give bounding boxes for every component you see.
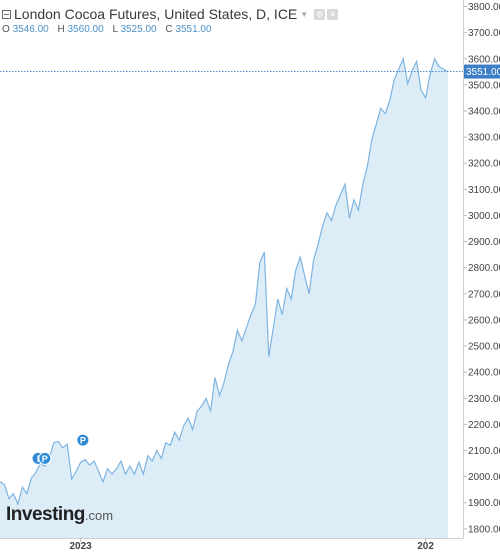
x-axis[interactable]: 2023 202 [70, 538, 435, 552]
y-tick-label: 2200.00 [468, 420, 500, 431]
ohlc-values: O 3546.00 H 3560.00 L 3525.00 C 3551.00 [2, 24, 218, 35]
close-value: 3551.00 [175, 24, 212, 35]
y-tick-label: 2500.00 [468, 342, 500, 353]
investing-logo: Investing.com [6, 504, 113, 526]
y-tick-label: 3400.00 [468, 106, 500, 117]
high-value: 3560.00 [67, 24, 104, 35]
event-marker-label: P [80, 436, 86, 446]
y-tick-label: 2000.00 [468, 472, 500, 483]
y-tick-label: 3200.00 [468, 159, 500, 170]
price-line [0, 56, 449, 506]
chart-legend: London Cocoa Futures, United States, D, … [0, 4, 339, 24]
logo-suffix: .com [84, 508, 114, 523]
y-tick-label: 2400.00 [468, 368, 500, 379]
y-tick-label: 3300.00 [468, 133, 500, 144]
y-tick-label: 2700.00 [468, 289, 500, 300]
y-tick-label: 3100.00 [468, 185, 500, 196]
open-value: 3546.00 [12, 24, 49, 35]
y-tick-label: 3500.00 [468, 80, 500, 91]
open-key: O [2, 24, 10, 35]
chart-title: London Cocoa Futures, United States, D, … [14, 6, 298, 22]
low-key: L [112, 24, 118, 35]
y-tick-label: 3700.00 [468, 28, 500, 39]
y-tick-label: 3600.00 [468, 54, 500, 65]
y-tick-label: 1800.00 [468, 524, 500, 535]
y-tick-label: 2100.00 [468, 446, 500, 457]
current-price-box [464, 64, 500, 79]
x-tick-label: 2023 [70, 541, 93, 552]
current-price-label: 3551.00 [464, 64, 500, 79]
settings-icon[interactable]: ⚙ [314, 8, 326, 20]
event-marker-label: P [42, 454, 48, 464]
x-tick-label: 202 [417, 541, 434, 552]
y-tick-label: 2900.00 [468, 237, 500, 248]
chevron-down-icon[interactable]: ▼ [300, 9, 309, 19]
current-price-text: 3551.00 [466, 67, 500, 78]
close-icon[interactable]: ✕ [327, 8, 339, 20]
price-area [0, 58, 448, 539]
y-tick-label: 2600.00 [468, 315, 500, 326]
y-tick-label: 2300.00 [468, 394, 500, 405]
y-tick-label: 3800.00 [468, 2, 500, 13]
event-marker[interactable] [76, 433, 90, 447]
logo-text: Investing [6, 504, 85, 525]
high-key: H [57, 24, 65, 35]
event-marker[interactable] [38, 451, 52, 465]
y-axis[interactable]: 1800.00 1900.00 2000.00 2100.00 2200.00 2300.… [463, 2, 500, 535]
close-key: C [165, 24, 173, 35]
event-marker-label: I [37, 454, 40, 464]
y-tick-label: 2800.00 [468, 263, 500, 274]
event-markers[interactable]: I PP [31, 433, 90, 465]
y-tick-label: 1900.00 [468, 498, 500, 509]
low-value: 3525.00 [120, 24, 157, 35]
collapse-icon[interactable] [2, 9, 11, 19]
y-tick-label: 3000.00 [468, 211, 500, 222]
